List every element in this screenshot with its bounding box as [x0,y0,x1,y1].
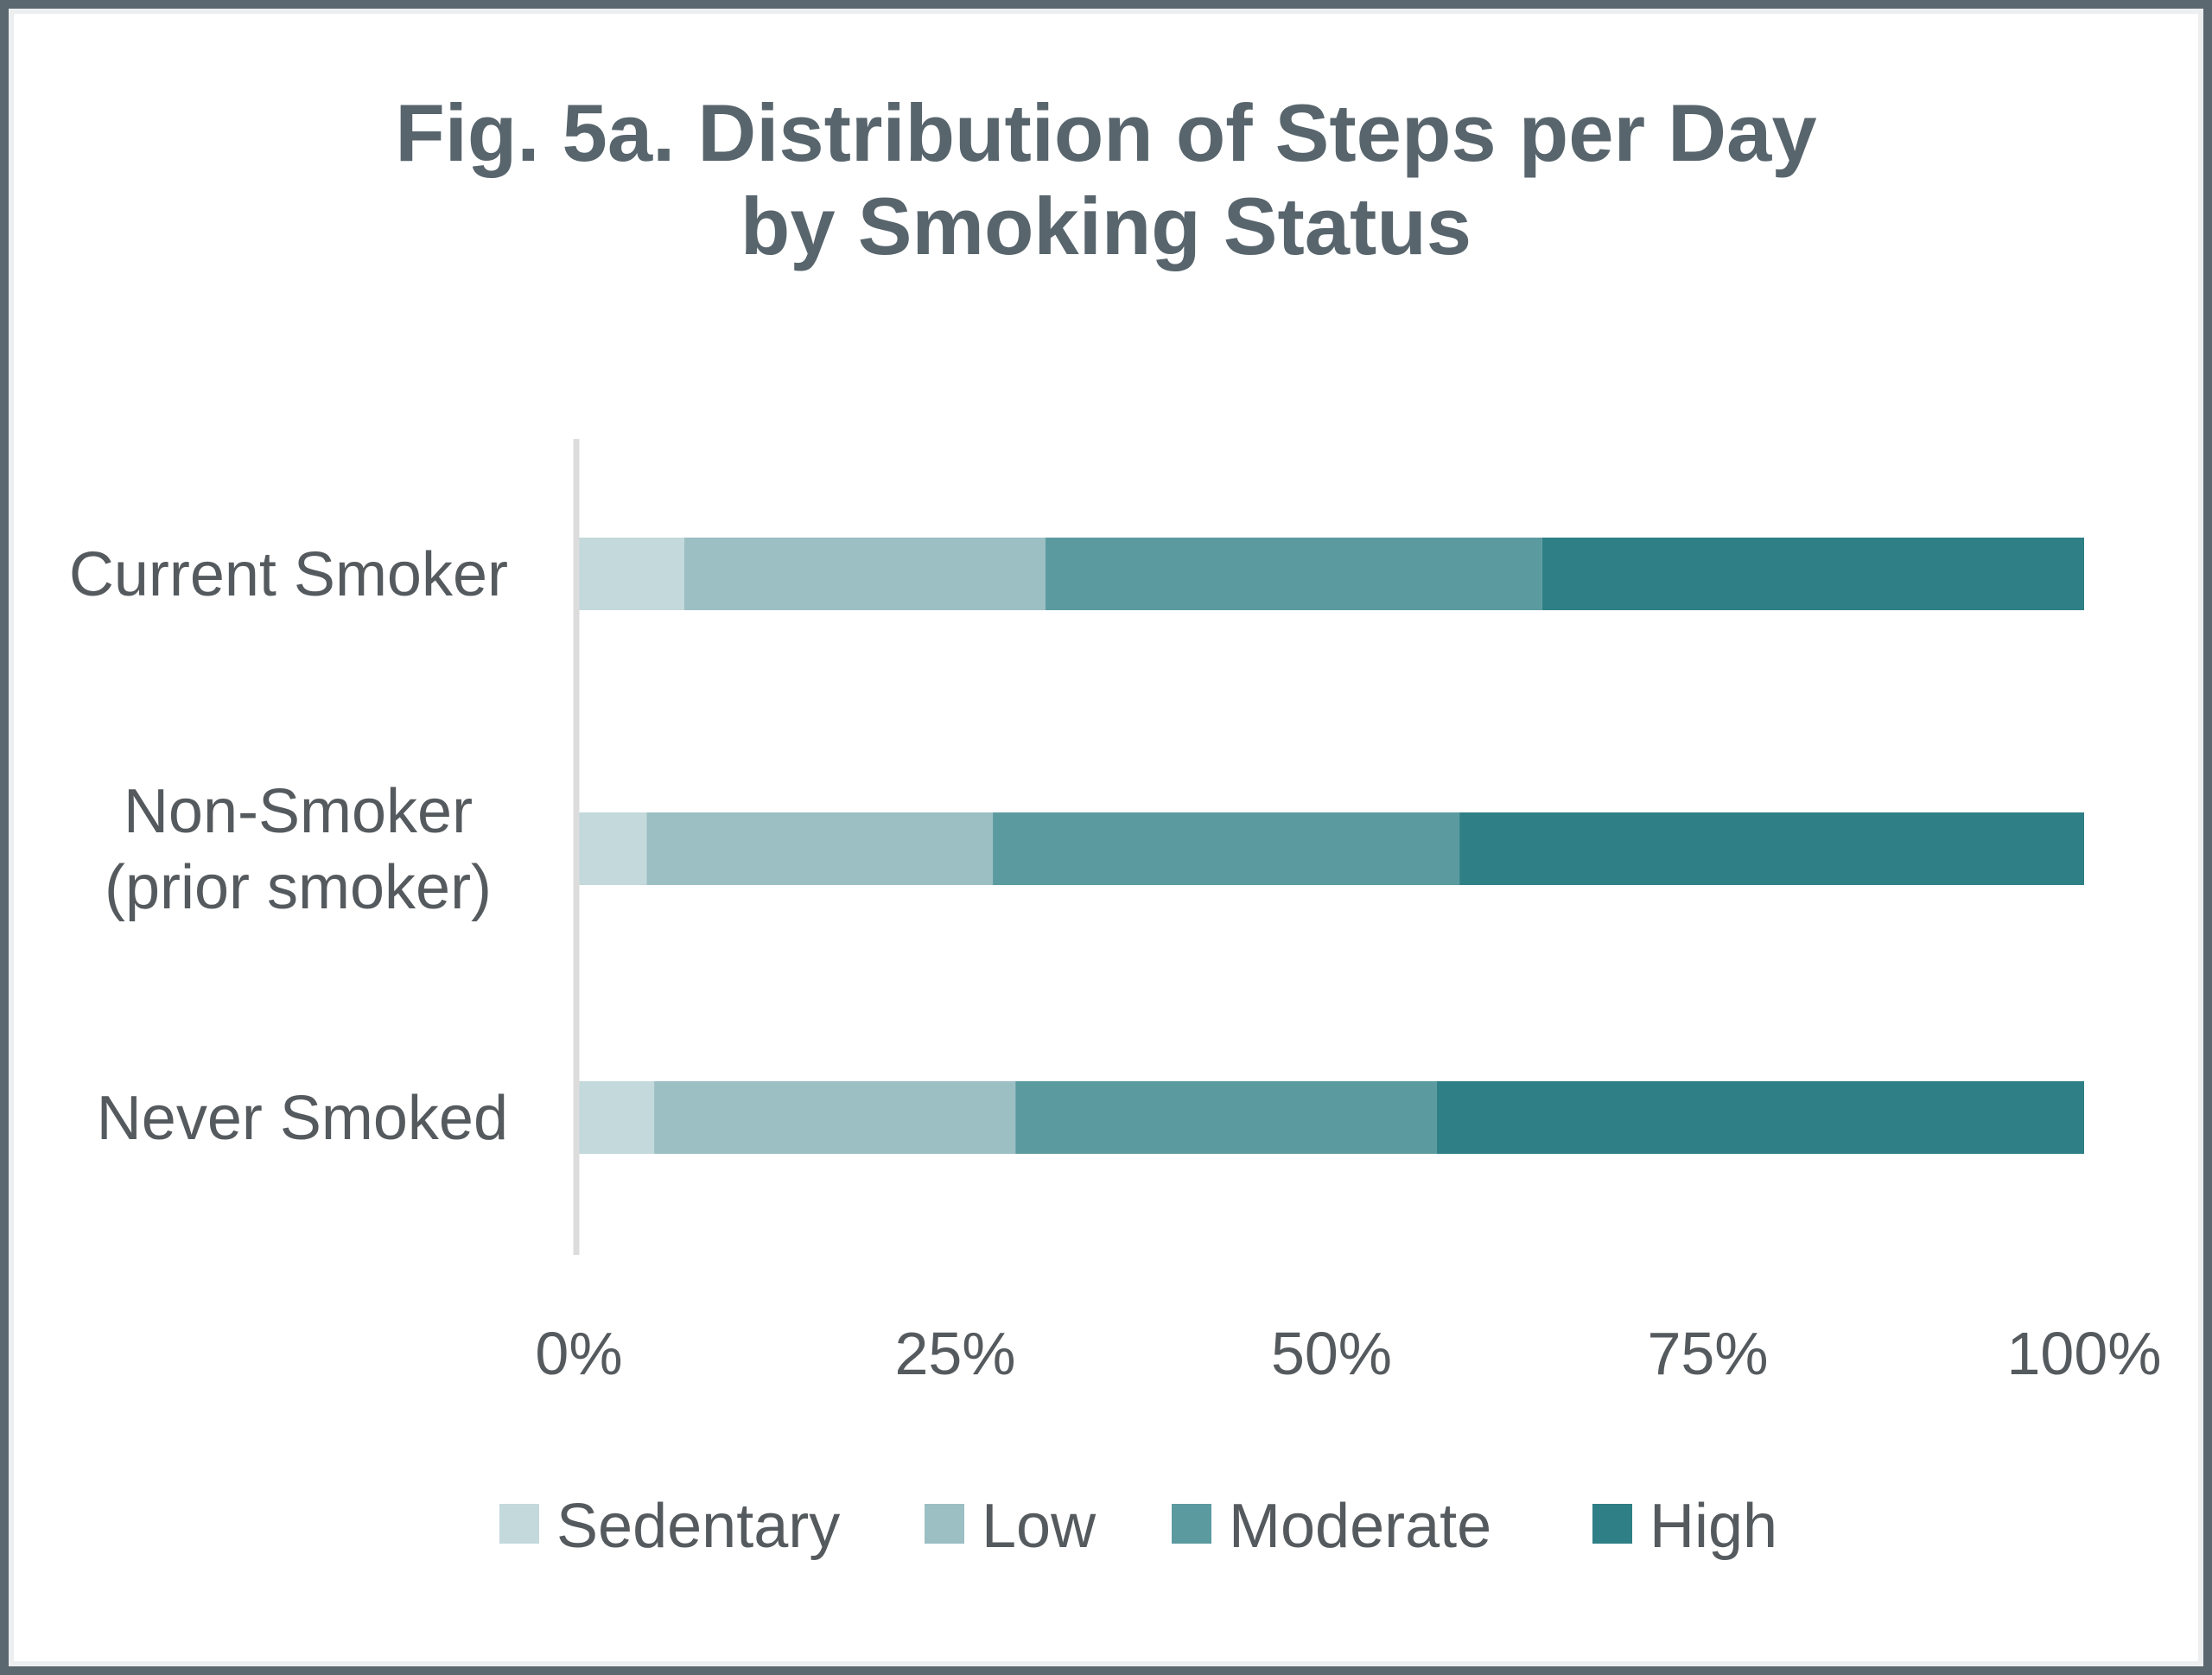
bar-moderate-2 [1015,1081,1437,1154]
x-tick-label-3: 75% [1647,1320,1768,1387]
category-label-0-0: Current Smoker [69,540,508,609]
legend-item-moderate: Moderate [1172,1492,1491,1561]
legend-item-low: Low [925,1492,1096,1561]
chart-title-line-2: by Smoking Status [740,181,1472,271]
legend-label-low: Low [982,1492,1096,1561]
x-tick-label-1: 25% [894,1320,1015,1387]
category-label-1-1: (prior smoker) [105,853,492,922]
chart-title-line-1: Fig. 5a. Distribution of Steps per Day [395,87,1817,178]
legend-swatch-sedentary [499,1504,539,1544]
legend-label-moderate: Moderate [1229,1492,1491,1561]
legend-label-sedentary: Sedentary [556,1492,840,1561]
bar-moderate-0 [1046,538,1542,610]
bar-low-2 [654,1081,1016,1154]
legend-swatch-low [925,1504,964,1544]
legend-item-high: High [1592,1492,1777,1561]
legend-swatch-high [1592,1504,1632,1544]
legend-label-high: High [1649,1492,1777,1561]
bar-low-1 [646,812,994,885]
x-tick-label-2: 50% [1271,1320,1392,1387]
bar-sedentary-0 [579,538,684,610]
bar-moderate-1 [993,812,1460,885]
bar-low-0 [683,538,1046,610]
category-label-1-0: Non-Smoker [124,777,473,846]
x-tick-label-0: 0% [535,1320,622,1387]
bar-sedentary-2 [579,1081,655,1154]
bar-high-1 [1459,812,2084,885]
legend-swatch-moderate [1172,1504,1211,1544]
bar-sedentary-1 [579,812,647,885]
bar-high-2 [1436,1081,2084,1154]
legend-item-sedentary: Sedentary [499,1492,840,1561]
category-label-2-0: Never Smoked [97,1084,508,1153]
chart-title: Fig. 5a. Distribution of Steps per Day b… [0,86,2212,273]
bar-high-0 [1541,538,2084,610]
x-tick-label-4: 100% [2006,1320,2161,1387]
